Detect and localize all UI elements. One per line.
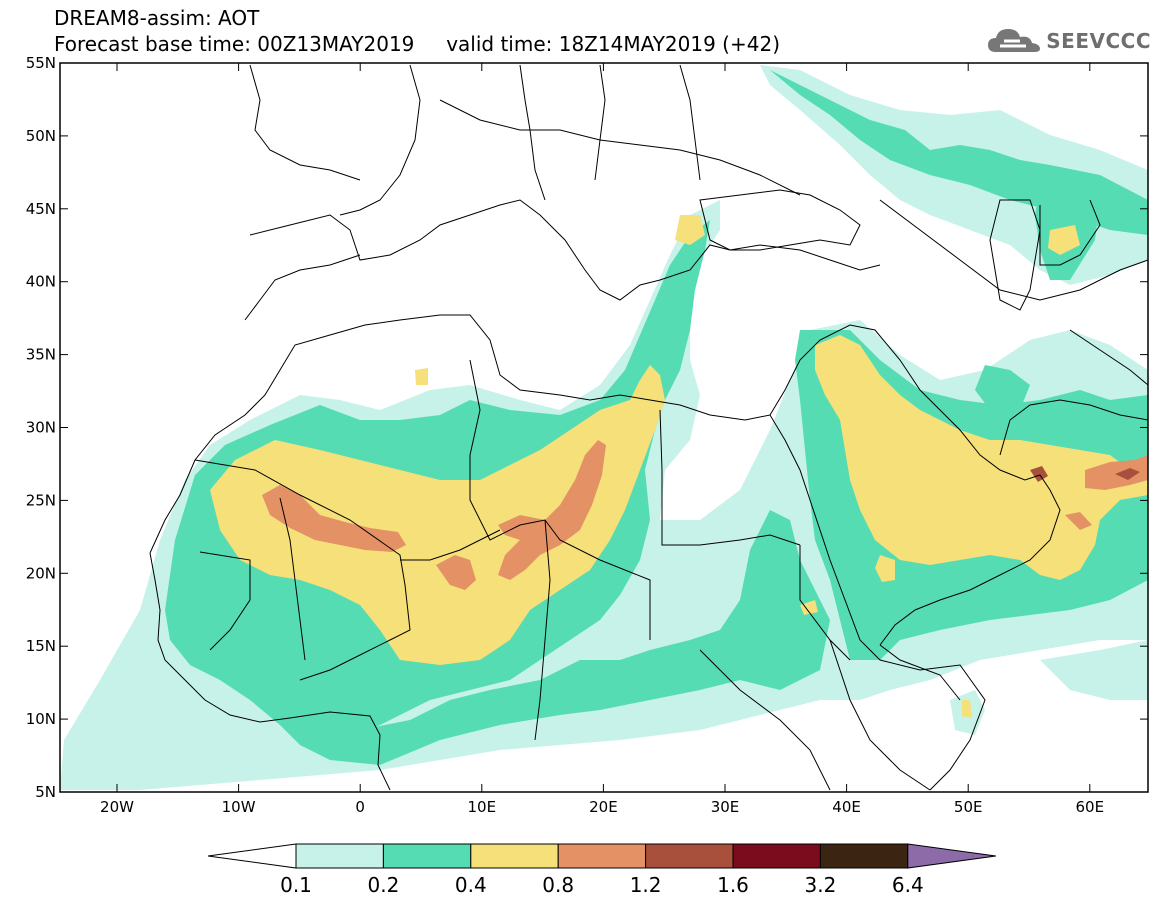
cloud-icon (988, 29, 1041, 52)
lat-tick-label: 5N (35, 783, 56, 801)
lat-tick-label: 55N (26, 54, 56, 72)
colorbar-segment (645, 843, 734, 869)
aot-level-0.4 (210, 215, 1148, 718)
colorbar: 0.1 0.2 0.4 0.8 1.2 1.6 3.2 6.4 (207, 843, 996, 897)
aot-level-0.8 (262, 440, 1148, 590)
political-borders (149, 64, 1148, 791)
lon-tick-label: 50E (954, 798, 983, 816)
aot-level-1.2 (1030, 466, 1140, 482)
colorbar-segment (557, 843, 647, 869)
lon-tick-label: 30E (711, 798, 740, 816)
lon-tick-label: 10W (222, 798, 256, 816)
lat-tick-label: 50N (26, 127, 56, 145)
colorbar-level-label: 3.2 (804, 873, 836, 897)
brand-logo: SEEVCCC (986, 26, 1151, 56)
colorbar-level-label: 1.6 (717, 873, 749, 897)
colorbar-level-label: 1.2 (630, 873, 662, 897)
lon-tick-label: 0 (355, 798, 365, 816)
colorbar-low-arrow (207, 843, 297, 869)
colorbar-segment (819, 843, 909, 869)
colorbar-level-label: 6.4 (892, 873, 924, 897)
colorbar-segment (382, 843, 472, 869)
lat-tick-label: 45N (26, 200, 56, 218)
lat-tick-label: 40N (26, 273, 56, 291)
lon-tick-label: 10E (468, 798, 497, 816)
forecast-times: Forecast base time: 00Z13MAY2019 valid t… (54, 32, 780, 56)
lon-tick-label: 20E (589, 798, 618, 816)
latitude-axis: 55N 50N 45N 40N 35N 30N 25N 20N 15N 10N 5N (26, 54, 1148, 801)
lat-tick-label: 35N (26, 346, 56, 364)
brand-name: SEEVCCC (1046, 29, 1151, 53)
lon-tick-label: 60E (1076, 798, 1105, 816)
lon-tick-label: 20W (100, 798, 134, 816)
colorbar-level-label: 0.2 (367, 873, 399, 897)
lat-tick-label: 15N (26, 637, 56, 655)
lat-tick-label: 10N (26, 710, 56, 728)
colorbar-segment (732, 843, 821, 869)
colorbar-level-label: 0.8 (542, 873, 574, 897)
colorbar-segment (470, 843, 559, 869)
lat-tick-label: 25N (26, 491, 56, 509)
lat-tick-label: 30N (26, 419, 56, 437)
aot-field (60, 65, 1148, 790)
lon-tick-label: 40E (832, 798, 861, 816)
lat-tick-label: 20N (26, 564, 56, 582)
colorbar-level-label: 0.4 (455, 873, 487, 897)
colorbar-segment (295, 843, 384, 869)
map-title: DREAM8-assim: AOT (54, 6, 260, 30)
longitude-axis: 20W 10W 0 10E 20E 30E 40E 50E 60E (100, 63, 1104, 816)
colorbar-high-arrow (907, 843, 996, 869)
colorbar-level-label: 0.1 (280, 873, 312, 897)
